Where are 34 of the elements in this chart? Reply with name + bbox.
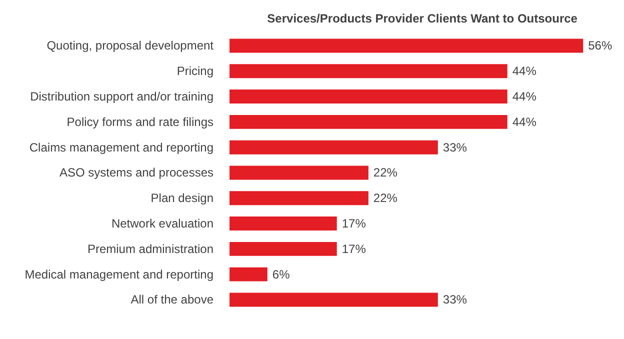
chart-title: Services/Products Provider Clients Want to Outsource <box>267 12 578 26</box>
bar <box>230 242 337 256</box>
y-tick-label: Medical management and reporting <box>24 267 214 282</box>
y-tick-label: Premium administration <box>87 242 214 256</box>
data-label: 22% <box>373 166 398 180</box>
y-tick-label: Claims management and reporting <box>29 140 214 154</box>
bar <box>230 267 268 282</box>
data-label: 33% <box>442 140 468 154</box>
data-label: 33% <box>442 292 468 307</box>
bar <box>230 140 438 154</box>
bar <box>230 90 508 104</box>
data-label: 17% <box>342 242 366 256</box>
y-tick-label: Network evaluation <box>111 216 214 231</box>
data-label: 56% <box>588 38 612 53</box>
y-tick-label: All of the above <box>130 292 214 307</box>
y-tick-label: Plan design <box>150 191 214 206</box>
bar <box>230 292 438 307</box>
data-label: 44% <box>512 90 537 104</box>
data-label: 6% <box>272 267 290 282</box>
bar <box>230 114 508 129</box>
data-label: 44% <box>512 114 537 129</box>
data-label: 22% <box>373 191 398 206</box>
data-label: 44% <box>512 64 537 78</box>
y-tick-label: Pricing <box>176 64 214 78</box>
bar <box>230 191 368 206</box>
bar <box>230 216 337 231</box>
bar <box>230 166 368 180</box>
bar <box>230 38 584 53</box>
bar <box>230 64 508 78</box>
y-tick-label: ASO systems and processes <box>59 166 214 180</box>
y-tick-label: Policy forms and rate filings <box>66 114 214 129</box>
y-tick-label: Distribution support and/or training <box>30 90 214 104</box>
data-label: 17% <box>342 216 366 231</box>
y-tick-label: Quoting, proposal development <box>46 38 214 53</box>
